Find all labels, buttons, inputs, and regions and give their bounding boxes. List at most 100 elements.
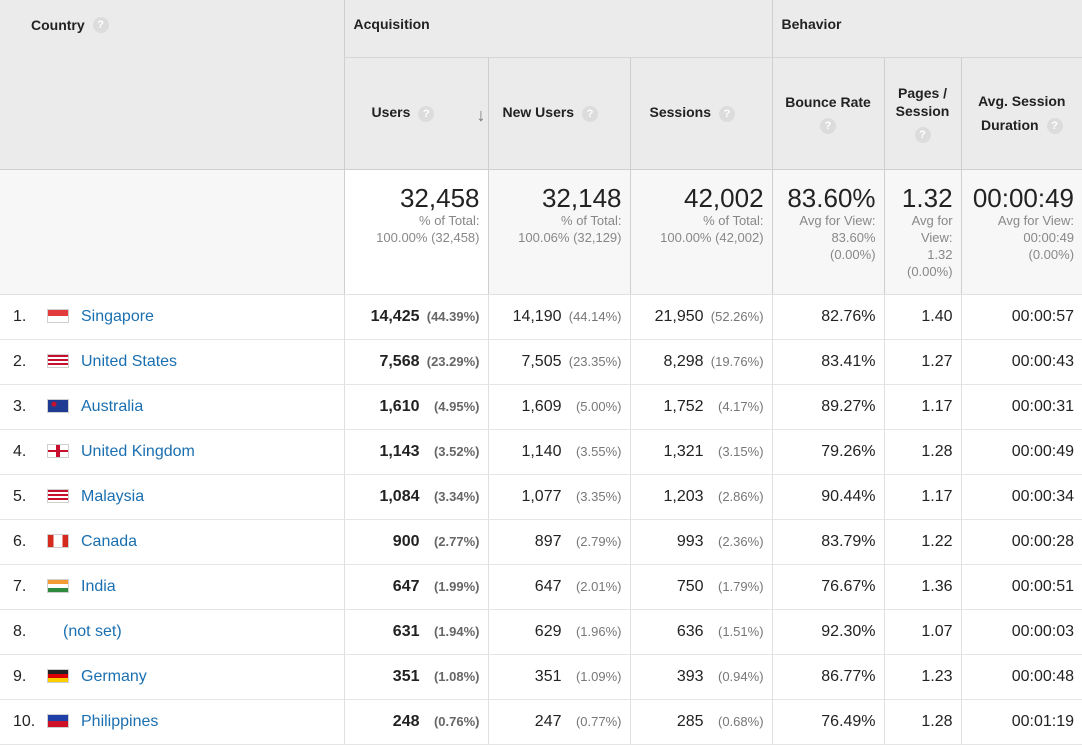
country-link[interactable]: India (81, 577, 116, 595)
totals-users-detail: 100.00% (32,458) (376, 229, 480, 245)
new-users-percent: (1.96%) (575, 623, 622, 639)
bounce-rate-cell: 76.49% (771, 699, 885, 745)
users-value: 1,143 (379, 442, 420, 460)
users-value: 14,425 (370, 307, 420, 325)
help-icon[interactable]: ? (418, 105, 435, 122)
sessions-column-header[interactable]: Sessions? (629, 57, 773, 170)
country-cell: 4. United Kingdom (0, 429, 344, 475)
sessions-percent: (3.15%) (718, 443, 764, 459)
avg-session-duration-column-header[interactable]: Avg. Session Duration? (960, 57, 1082, 170)
avg-duration-cell: 00:00:31 (960, 384, 1082, 430)
pages-per-session-cell: 1.28 (883, 699, 962, 745)
country-link[interactable]: Australia (81, 397, 144, 415)
new-users-cell: 629 (1.96%) (487, 609, 630, 655)
country-link[interactable]: Malaysia (81, 487, 145, 505)
users-percent: (0.76%) (433, 713, 480, 729)
users-percent: (1.99%) (433, 578, 480, 594)
new-users-percent: (1.09%) (575, 668, 622, 684)
flag-icon (47, 534, 69, 549)
totals-pages-caption2: View: (920, 229, 953, 245)
totals-row: 32,458 % of Total: 100.00% (32,458) 32,1… (0, 169, 1082, 295)
flag-icon (47, 669, 69, 684)
users-cell: 647 (1.99%) (343, 564, 488, 610)
country-link[interactable]: Canada (81, 532, 138, 550)
pages-per-session-cell: 1.28 (883, 429, 962, 475)
table-row: 8. (not set) 631 (1.94%) 629 (1.96%) 636 (1.51%… (0, 609, 1082, 655)
new-users-cell: 1,609 (5.00%) (487, 384, 630, 430)
users-value: 631 (392, 622, 420, 640)
users-column-header[interactable]: Users? ↓ (343, 57, 488, 170)
sessions-header-label: Sessions (649, 104, 711, 121)
totals-sessions: 42,002 % of Total: 100.00% (42,002) (629, 169, 773, 295)
users-percent: (23.29%) (426, 353, 480, 369)
totals-bounce-delta: (0.00%) (830, 246, 876, 262)
help-icon[interactable]: ? (718, 105, 735, 122)
sessions-cell: 285 (0.68%) (629, 699, 773, 745)
users-value: 1,610 (379, 397, 420, 415)
new-users-cell: 897 (2.79%) (487, 519, 630, 565)
new-users-cell: 351 (1.09%) (487, 654, 630, 700)
sessions-value: 1,203 (663, 487, 704, 505)
totals-duration-detail: 00:00:49 (1023, 229, 1075, 245)
help-icon[interactable]: ? (92, 17, 109, 34)
totals-duration: 00:00:49 Avg for View: 00:00:49 (0.00%) (960, 169, 1082, 295)
users-cell: 1,143 (3.52%) (343, 429, 488, 475)
bounce-rate-cell: 90.44% (771, 474, 885, 520)
totals-bounce-detail: 83.60% (831, 229, 876, 245)
country-link[interactable]: Philippines (81, 712, 159, 730)
users-cell: 900 (2.77%) (343, 519, 488, 565)
new-users-percent: (2.01%) (575, 578, 622, 594)
users-value: 647 (392, 577, 420, 595)
country-cell: 2. United States (0, 339, 344, 385)
avg-duration-cell: 00:01:19 (960, 699, 1082, 745)
row-index: 5. (13, 487, 27, 505)
pages-per-session-cell: 1.07 (883, 609, 962, 655)
new-users-value: 897 (534, 532, 562, 550)
totals-new-users-caption: % of Total: (561, 212, 622, 228)
country-link[interactable]: United Kingdom (81, 442, 195, 460)
users-percent: (1.08%) (433, 668, 480, 684)
users-cell: 1,084 (3.34%) (343, 474, 488, 520)
sessions-cell: 750 (1.79%) (629, 564, 773, 610)
pages-per-session-cell: 1.36 (883, 564, 962, 610)
sort-descending-icon[interactable]: ↓ (476, 104, 486, 125)
country-link[interactable]: Singapore (81, 307, 154, 325)
users-percent: (3.52%) (433, 443, 480, 459)
country-link[interactable]: (not set) (63, 622, 122, 640)
new-users-percent: (5.00%) (575, 398, 622, 414)
avg-duration-cell: 00:00:03 (960, 609, 1082, 655)
users-percent: (1.94%) (433, 623, 480, 639)
country-cell: 5. Malaysia (0, 474, 344, 520)
bounce-rate-cell: 82.76% (771, 294, 885, 340)
users-value: 351 (392, 667, 420, 685)
help-icon[interactable]: ? (914, 126, 931, 143)
help-icon[interactable]: ? (1046, 118, 1063, 135)
bounce-rate-header-label: Bounce Rate (785, 93, 871, 110)
sessions-cell: 1,752 (4.17%) (629, 384, 773, 430)
totals-bounce-caption: Avg for View: (799, 212, 876, 228)
country-header[interactable]: Country? (0, 0, 344, 170)
sessions-percent: (19.76%) (710, 353, 764, 369)
bounce-rate-column-header[interactable]: Bounce Rate ? (771, 57, 885, 170)
users-value: 248 (392, 712, 420, 730)
sessions-cell: 1,321 (3.15%) (629, 429, 773, 475)
users-cell: 351 (1.08%) (343, 654, 488, 700)
country-header-label: Country (31, 17, 85, 33)
pages-per-session-column-header[interactable]: Pages / Session ? (883, 57, 962, 170)
new-users-column-header[interactable]: New Users? (487, 57, 630, 170)
help-icon[interactable]: ? (582, 105, 599, 122)
totals-pages-value: 1.32 (901, 182, 953, 213)
pages-header-line1: Pages / (898, 84, 948, 101)
totals-sessions-detail: 100.00% (42,002) (660, 229, 764, 245)
pages-per-session-cell: 1.27 (883, 339, 962, 385)
pages-per-session-cell: 1.17 (883, 384, 962, 430)
table-row: 1. Singapore 14,425 (44.39%) 14,190 (44.14%) 2… (0, 294, 1082, 340)
users-value: 900 (392, 532, 420, 550)
country-link[interactable]: United States (81, 352, 178, 370)
sessions-percent: (52.26%) (710, 308, 764, 324)
new-users-header-label: New Users (502, 104, 575, 121)
country-link[interactable]: Germany (81, 667, 147, 685)
help-icon[interactable]: ? (820, 117, 837, 134)
users-cell: 7,568 (23.29%) (343, 339, 488, 385)
country-cell: 9. Germany (0, 654, 344, 700)
